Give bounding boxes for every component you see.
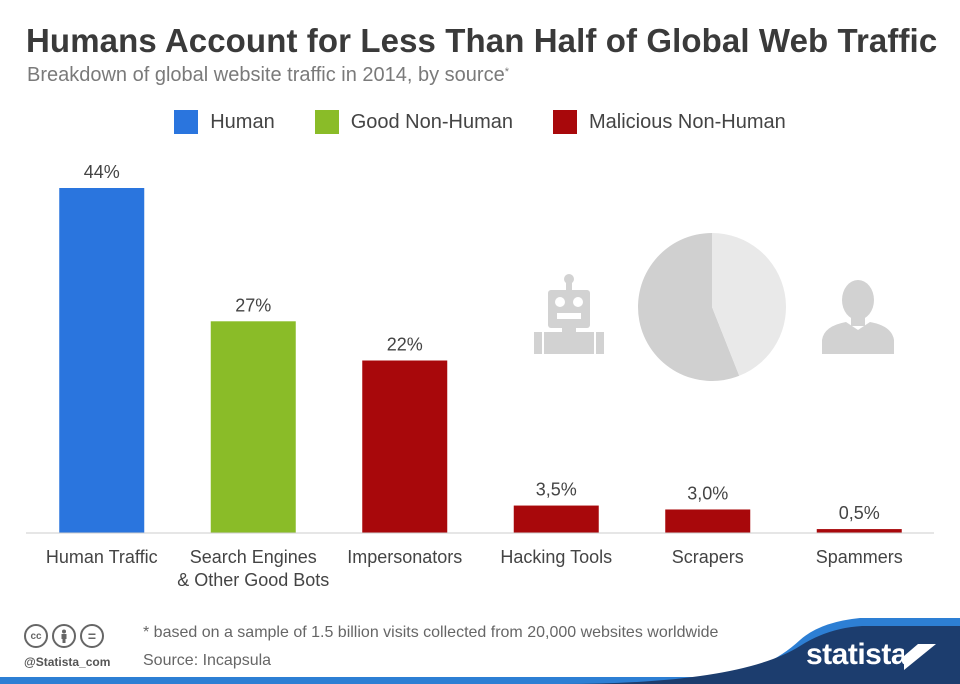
legend-item-good-non-human: Good Non-Human bbox=[314, 110, 514, 134]
chart-title: Humans Account for Less Than Half of Glo… bbox=[26, 22, 938, 59]
category-label: & Other Good Bots bbox=[177, 570, 329, 590]
bar bbox=[513, 505, 599, 533]
category-label: Hacking Tools bbox=[500, 547, 612, 567]
legend-label: Good Non-Human bbox=[350, 110, 514, 133]
data-label: 3,5% bbox=[536, 480, 577, 500]
robot-icon bbox=[534, 274, 604, 354]
bar bbox=[362, 360, 448, 533]
legend-swatch bbox=[314, 110, 339, 134]
data-label: 3,0% bbox=[687, 483, 728, 503]
bars-layer: 44% Human Traffic 27% Search Engines & Other… bbox=[46, 162, 903, 590]
data-label: 22% bbox=[387, 335, 423, 355]
brand-band bbox=[560, 626, 960, 684]
category-label: Spammers bbox=[816, 547, 903, 567]
bar bbox=[816, 529, 902, 533]
pie-slice bbox=[638, 233, 740, 381]
legend: Human Good Non-Human Malicious Non-Human bbox=[0, 110, 960, 134]
data-label: 0,5% bbox=[839, 503, 880, 523]
bar bbox=[665, 509, 751, 533]
legend-item-malicious-non-human: Malicious Non-Human bbox=[553, 110, 786, 134]
category-label: Human Traffic bbox=[46, 547, 158, 567]
license-icons: cc = bbox=[24, 624, 104, 648]
legend-swatch bbox=[553, 110, 578, 134]
data-label: 44% bbox=[84, 162, 120, 182]
legend-label: Human bbox=[210, 110, 275, 133]
bar bbox=[210, 321, 296, 533]
legend-label: Malicious Non-Human bbox=[589, 110, 786, 133]
category-label: Search Engines bbox=[190, 547, 317, 567]
statista-handle: @Statista_com bbox=[24, 655, 111, 669]
pie-illustration bbox=[638, 233, 787, 381]
legend-item-human: Human bbox=[174, 110, 275, 134]
footnote: * based on a sample of 1.5 billion visit… bbox=[143, 624, 719, 641]
pie-slice bbox=[712, 233, 787, 376]
attribution-icon bbox=[52, 624, 76, 648]
category-label: Impersonators bbox=[347, 547, 462, 567]
statista-logo[interactable]: statista bbox=[806, 638, 908, 671]
person-icon bbox=[822, 280, 894, 354]
bar bbox=[59, 188, 145, 533]
footnote-mark: * bbox=[504, 66, 509, 78]
statista-logo-mark bbox=[904, 644, 936, 670]
data-label: 27% bbox=[235, 295, 271, 315]
source: Source: Incapsula bbox=[143, 652, 272, 669]
legend-swatch bbox=[174, 110, 199, 134]
chart-subtitle: Breakdown of global website traffic in 2… bbox=[27, 64, 509, 87]
subtitle-text: Breakdown of global website traffic in 2… bbox=[27, 64, 505, 86]
no-derivatives-icon: = bbox=[80, 624, 104, 648]
cc-icon: cc bbox=[24, 624, 48, 648]
category-label: Scrapers bbox=[672, 547, 744, 567]
